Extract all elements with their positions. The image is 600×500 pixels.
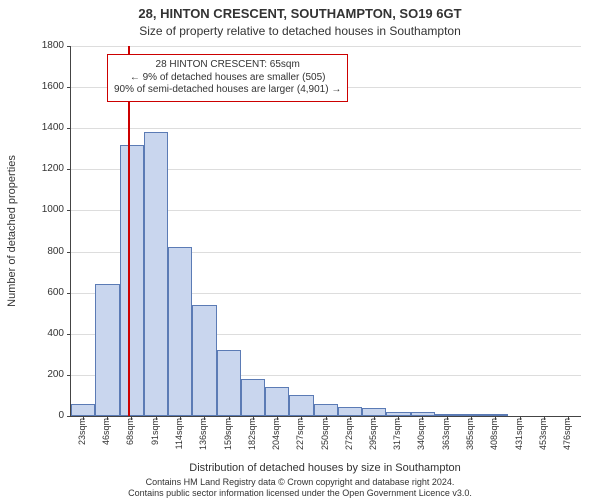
reference-line: [128, 46, 130, 416]
histogram-bar: [120, 145, 144, 416]
x-tick-label: 46sqm: [101, 418, 111, 445]
x-tick-label: 227sqm: [295, 418, 305, 450]
y-tick-mark: [67, 87, 71, 88]
x-tick-label: 91sqm: [150, 418, 160, 445]
x-axis-label: Distribution of detached houses by size …: [70, 462, 580, 474]
histogram-bar: [314, 404, 338, 416]
x-tick-label: 272sqm: [344, 418, 354, 450]
histogram-bar: [217, 350, 241, 416]
y-tick-mark: [67, 252, 71, 253]
y-tick-label: 1600: [0, 82, 64, 92]
y-tick-mark: [67, 416, 71, 417]
histogram-bar: [265, 387, 289, 416]
x-tick-label: 408sqm: [489, 418, 499, 450]
x-tick-label: 431sqm: [514, 418, 524, 450]
y-tick-mark: [67, 128, 71, 129]
y-tick-mark: [67, 334, 71, 335]
plot-wrap: 28 HINTON CRESCENT: 65sqm← 9% of detache…: [70, 46, 580, 416]
histogram-bar: [289, 395, 313, 416]
histogram-bar: [71, 404, 95, 416]
y-tick-label: 1800: [0, 41, 64, 51]
chart-title-line1: 28, HINTON CRESCENT, SOUTHAMPTON, SO19 6…: [0, 0, 600, 22]
gridline: [71, 128, 581, 129]
x-tick-label: 136sqm: [198, 418, 208, 450]
y-tick-label: 1200: [0, 164, 64, 174]
footer-line1: Contains HM Land Registry data © Crown c…: [0, 477, 600, 487]
y-tick-label: 1000: [0, 205, 64, 215]
x-tick-label: 250sqm: [320, 418, 330, 450]
histogram-bar: [338, 407, 362, 416]
x-tick-label: 182sqm: [247, 418, 257, 450]
annotation-line-3: 90% of semi-detached houses are larger (…: [114, 84, 341, 97]
x-tick-label: 340sqm: [416, 418, 426, 450]
y-tick-label: 800: [0, 247, 64, 257]
annotation-line-1: 28 HINTON CRESCENT: 65sqm: [114, 59, 341, 72]
annotation-line-2: ← 9% of detached houses are smaller (505…: [114, 72, 341, 85]
x-tick-label: 204sqm: [271, 418, 281, 450]
y-tick-mark: [67, 169, 71, 170]
x-tick-label: 114sqm: [174, 418, 184, 449]
y-tick-mark: [67, 46, 71, 47]
histogram-bar: [241, 379, 265, 416]
y-tick-mark: [67, 293, 71, 294]
histogram-bar: [168, 247, 192, 416]
y-tick-label: 600: [0, 288, 64, 298]
x-tick-label: 317sqm: [392, 418, 402, 450]
histogram-bar: [192, 305, 216, 416]
plot-area: 28 HINTON CRESCENT: 65sqm← 9% of detache…: [70, 46, 581, 417]
chart-container: 28, HINTON CRESCENT, SOUTHAMPTON, SO19 6…: [0, 0, 600, 500]
histogram-bar: [95, 284, 119, 416]
histogram-bar: [144, 132, 168, 416]
x-tick-label: 23sqm: [77, 418, 87, 445]
footer-line2: Contains public sector information licen…: [0, 488, 600, 498]
y-tick-label: 400: [0, 329, 64, 339]
x-tick-label: 476sqm: [562, 418, 572, 450]
x-tick-label: 68sqm: [125, 418, 135, 445]
x-tick-label: 295sqm: [368, 418, 378, 450]
y-tick-label: 200: [0, 370, 64, 380]
y-tick-mark: [67, 375, 71, 376]
y-tick-label: 1400: [0, 123, 64, 133]
chart-title-line2: Size of property relative to detached ho…: [0, 22, 600, 42]
annotation-box: 28 HINTON CRESCENT: 65sqm← 9% of detache…: [107, 54, 348, 102]
x-tick-label: 453sqm: [538, 418, 548, 450]
x-tick-label: 385sqm: [465, 418, 475, 450]
x-tick-label: 159sqm: [223, 418, 233, 450]
gridline: [71, 46, 581, 47]
y-tick-label: 0: [0, 411, 64, 421]
footer-attribution: Contains HM Land Registry data © Crown c…: [0, 477, 600, 498]
y-tick-mark: [67, 210, 71, 211]
histogram-bar: [362, 408, 386, 416]
x-tick-label: 363sqm: [441, 418, 451, 450]
